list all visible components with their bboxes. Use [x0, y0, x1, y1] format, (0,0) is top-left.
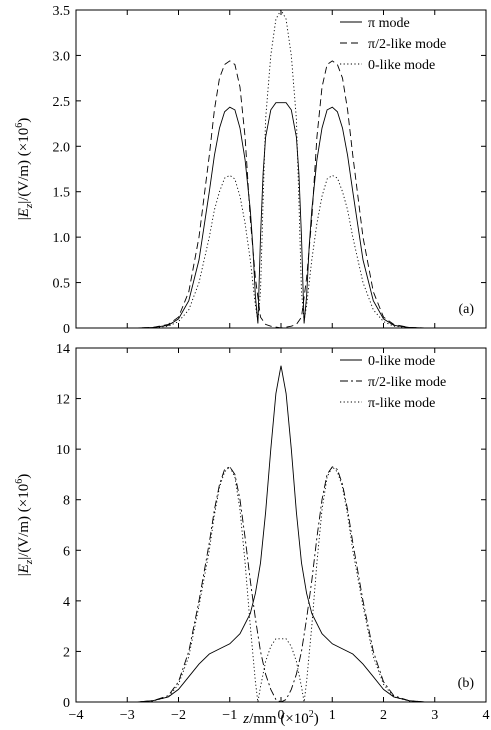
panel-a-series — [76, 10, 486, 328]
panel-b-x-axis-title: z/mm (×102) — [242, 709, 319, 727]
panel-a-y-tick-label: 0 — [63, 322, 70, 337]
panel-b-legend-label: π/2-like mode — [368, 375, 446, 390]
panel-a-label: (a) — [458, 302, 474, 317]
panel-b-x-tick-label: 3 — [431, 708, 438, 723]
panel-b-y-tick-label: 14 — [56, 342, 70, 357]
panel-b-series — [76, 365, 486, 702]
panel-b-x-tick-label: −3 — [120, 708, 135, 723]
panel-a-y-tick-label: 0.5 — [53, 277, 71, 292]
panel-b-legend: 0-like mode π/2-like mode π-like mode — [340, 354, 446, 411]
panel-a-series-line-2 — [76, 60, 486, 328]
panel-b-y-tick-label: 0 — [63, 696, 70, 711]
panel-a-y-tick-label: 1.0 — [53, 231, 71, 246]
panel-b-x-tick-label: 1 — [329, 708, 336, 723]
panel-b-y-tick-label: 10 — [56, 443, 70, 458]
panel-b-series-line-1 — [76, 365, 486, 702]
panel-b-x-tick-label: −4 — [69, 708, 84, 723]
panel-b-x-tick-label: 4 — [483, 708, 490, 723]
panel-a-y-tick-label: 3.5 — [53, 4, 71, 19]
panel-a-y-axis-title: |Ez|/(V/m) (×106) — [14, 118, 35, 221]
panel-a-y-tick-label: 1.5 — [53, 186, 71, 201]
panel-a-legend-label: 0-like mode — [368, 58, 435, 73]
panel-b-y-tick-label: 12 — [56, 393, 70, 408]
panel-b-x-tick-label: −2 — [171, 708, 186, 723]
panel-b-legend-label: π-like mode — [368, 396, 435, 411]
panel-b-y-tick-label: 6 — [63, 544, 70, 559]
panel-a-series-line-1 — [76, 102, 486, 328]
panel-a-legend: π mode π/2-like mode 0-like mode — [340, 16, 446, 73]
panel-b-y-tick-label: 8 — [63, 494, 70, 509]
panel-a-y-tick-label: 3.0 — [53, 49, 71, 64]
panel-b-legend-label: 0-like mode — [368, 354, 435, 369]
panel-a-y-tick-label: 2.0 — [53, 140, 71, 155]
panel-a-ticks: 0 0.5 1.0 1.5 2.0 2.5 3.0 3.5 — [53, 4, 487, 337]
panel-b-y-tick-label: 2 — [63, 645, 70, 660]
panel-a-legend-label: π/2-like mode — [368, 37, 446, 52]
panel-b-label: (b) — [458, 676, 475, 691]
panel-a-y-tick-label: 2.5 — [53, 95, 71, 110]
panel-b-x-tick-label: −1 — [222, 708, 237, 723]
panel-b-series-line-2 — [76, 466, 486, 702]
panel-b-series-line-3 — [76, 466, 486, 702]
panel-a-legend-label: π mode — [368, 16, 410, 31]
panel-b-y-axis-title: |Ez|/(V/m) (×106) — [14, 474, 35, 577]
panel-b-x-tick-label: 0 — [278, 708, 285, 723]
panel-b-y-tick-label: 4 — [63, 595, 70, 610]
panel-b-x-tick-label: 2 — [380, 708, 387, 723]
panel-a-chart: 0 0.5 1.0 1.5 2.0 2.5 3.0 3.5 π mode π/2-like mo… — [14, 4, 487, 337]
